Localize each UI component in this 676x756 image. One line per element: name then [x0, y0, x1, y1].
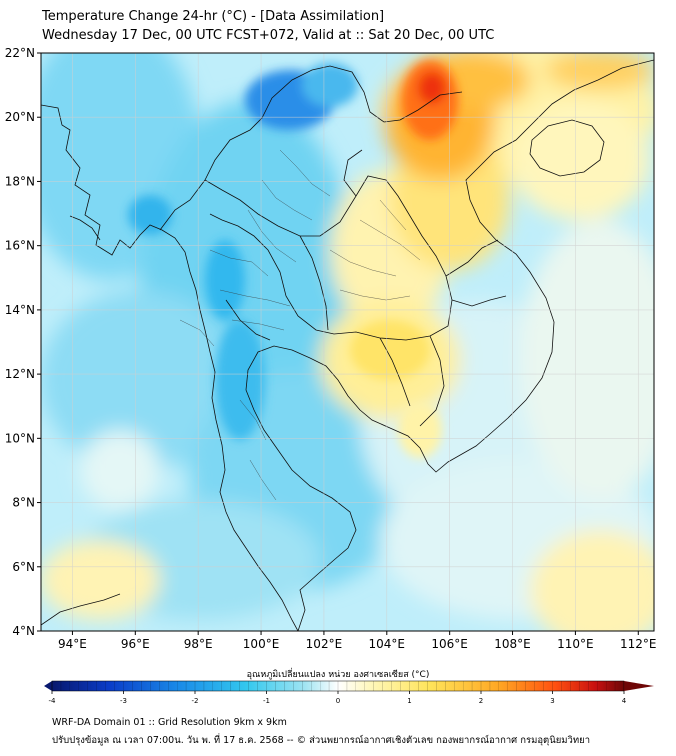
- lat-tick-label: 20°N: [5, 110, 35, 124]
- lon-tick-label: 94°E: [58, 637, 87, 651]
- colorbar-tick-label: 3: [550, 697, 554, 705]
- footer-model-info: WRF-DA Domain 01 :: Grid Resolution 9km …: [52, 717, 287, 728]
- lat-tick-label: 16°N: [5, 239, 35, 253]
- colorbar-tick-label: -4: [49, 697, 57, 705]
- map-title: Temperature Change 24-hr (°C) - [Data As…: [42, 9, 385, 24]
- lon-tick-label: 104°E: [369, 637, 406, 651]
- lat-tick-label: 12°N: [5, 367, 35, 381]
- colorbar-label: อุณหภูมิเปลี่ยนแปลง หน่วย องศาเซลเซียส (…: [246, 670, 430, 680]
- lon-tick-label: 108°E: [494, 637, 531, 651]
- colorbar-tick-label: 1: [407, 697, 411, 705]
- footer-update-info: ปรับปรุงข้อมูล ณ เวลา 07:00น. วัน พ. ที่…: [52, 735, 591, 746]
- temperature-field: [41, 53, 654, 631]
- lon-tick-label: 110°E: [557, 637, 594, 651]
- lon-tick-label: 100°E: [243, 637, 280, 651]
- colorbar-min-arrow: [44, 681, 52, 691]
- longitude-axis: 94°E 96°E 98°E 100°E 102°E 104°E 106°E 108°E 110…: [58, 631, 657, 651]
- plot-frame: [40, 52, 655, 632]
- lon-tick-label: 106°E: [431, 637, 468, 651]
- graticule: [41, 53, 654, 631]
- lat-tick-label: 4°N: [12, 624, 35, 638]
- lat-tick-label: 6°N: [12, 560, 35, 574]
- colorbar-max-arrow: [624, 681, 654, 691]
- colorbar-tick-label: -1: [263, 697, 270, 705]
- lat-tick-label: 10°N: [5, 431, 35, 445]
- colorbar-tick-label: -3: [120, 697, 127, 705]
- colorbar-tick-label: 4: [622, 697, 627, 705]
- lon-tick-label: 102°E: [306, 637, 343, 651]
- lon-tick-label: 112°E: [620, 637, 657, 651]
- coastline-borders: [41, 59, 654, 631]
- colorbar-tick-label: 0: [336, 697, 340, 705]
- lat-tick-label: 14°N: [5, 303, 35, 317]
- lon-tick-label: 98°E: [184, 637, 213, 651]
- colorbar-tick-label: -2: [192, 697, 199, 705]
- colorbar-tick-label: 2: [479, 697, 483, 705]
- colorbar: -4 -3 -2 -1 0 1 2 3 4: [44, 680, 654, 705]
- lon-tick-label: 96°E: [121, 637, 150, 651]
- lat-tick-label: 18°N: [5, 174, 35, 188]
- lat-tick-label: 22°N: [5, 46, 35, 60]
- latitude-axis: 22°N 20°N 18°N 16°N 14°N 12°N 10°N 8°N 6°N 4°N: [5, 46, 41, 638]
- map-subtitle: Wednesday 17 Dec, 00 UTC FCST+072, Valid…: [42, 28, 495, 43]
- lat-tick-label: 8°N: [12, 496, 35, 510]
